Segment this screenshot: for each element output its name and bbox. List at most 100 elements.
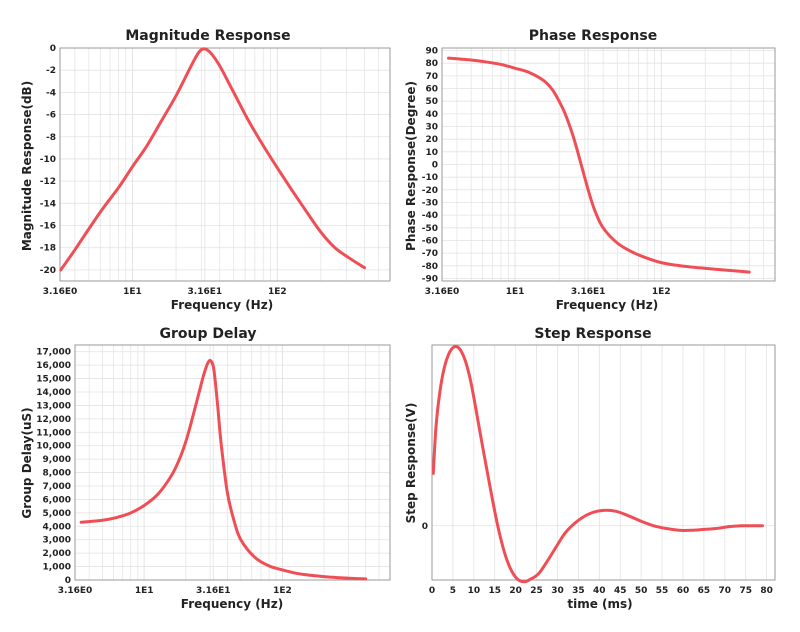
y-tick-label: 50 (425, 97, 438, 107)
y-tick-label: -10 (422, 173, 438, 183)
data-point (473, 396, 475, 398)
data-point (102, 207, 104, 209)
data-point (178, 458, 180, 460)
step-series-line (431, 345, 764, 584)
step-chart-title: Step Response (534, 326, 651, 342)
y-tick-label: 11,000 (36, 428, 71, 438)
data-point (540, 570, 542, 572)
data-point (60, 269, 62, 271)
y-tick-label: -10 (40, 155, 56, 165)
x-tick-label: 3.16E0 (43, 287, 78, 297)
data-point (556, 544, 558, 546)
data-point (678, 529, 680, 531)
group-delay-series-line (79, 358, 368, 581)
x-tick-label: 80 (760, 586, 773, 596)
data-point (276, 167, 278, 169)
data-point (247, 119, 249, 121)
data-point (253, 556, 255, 558)
data-point (481, 443, 483, 445)
data-point (675, 264, 677, 266)
y-tick-label: 15,000 (36, 375, 71, 385)
data-point (460, 350, 462, 352)
data-point (514, 67, 516, 69)
y-tick-label: -6 (46, 111, 56, 121)
data-point (218, 65, 220, 67)
data-point (323, 575, 325, 577)
magnitude-plot-area (59, 47, 391, 282)
y-tick-label: 0 (50, 44, 56, 54)
data-point (660, 261, 662, 263)
x-tick-label: 3.16E1 (571, 287, 606, 297)
data-point (652, 525, 654, 527)
x-tick-label: 50 (635, 586, 648, 596)
y-tick-label: -4 (46, 88, 56, 98)
data-point (452, 347, 454, 349)
y-tick-label: 10,000 (36, 442, 71, 452)
x-tick-label: 65 (698, 586, 711, 596)
magnitude-y-axis-label: Magnitude Response(dB) (20, 81, 34, 251)
data-point (615, 510, 617, 512)
y-tick-label: -80 (422, 262, 438, 272)
y-tick-label: -20 (422, 186, 438, 196)
data-point (535, 574, 537, 576)
x-tick-label: 0 (429, 586, 435, 596)
data-point (334, 247, 336, 249)
phase-response-chart: Phase Response Frequency (Hz) Phase Resp… (404, 28, 776, 312)
y-tick-label: -16 (40, 222, 56, 232)
data-point (115, 516, 117, 518)
phase-series-line (446, 56, 751, 274)
data-point (543, 80, 545, 82)
y-tick-label: -2 (46, 66, 56, 76)
phase-y-axis-label: Phase Response(Degree) (404, 81, 418, 251)
data-point (640, 520, 642, 522)
magnitude-response-chart: Magnitude Response Frequency (Hz) Magnit… (20, 28, 391, 312)
data-point (740, 525, 742, 527)
x-tick-label: 45 (614, 586, 627, 596)
data-point (198, 391, 200, 393)
magnitude-x-axis-label: Frequency (Hz) (171, 298, 273, 312)
x-tick-label: 1E2 (273, 586, 292, 596)
data-point (268, 565, 270, 567)
y-tick-label: 0 (422, 522, 428, 532)
x-tick-label: 1E2 (268, 287, 287, 297)
data-point (718, 268, 720, 270)
data-point (551, 89, 553, 91)
data-point (210, 52, 212, 54)
x-tick-label: 60 (677, 586, 690, 596)
data-point (498, 530, 500, 532)
x-tick-label: 70 (719, 586, 732, 596)
data-point (320, 231, 322, 233)
y-tick-label: 4,000 (43, 522, 71, 532)
x-tick-label: 15 (488, 586, 501, 596)
y-tick-label: 70 (425, 72, 438, 82)
data-point (220, 442, 222, 444)
data-point (616, 242, 618, 244)
data-point (761, 525, 763, 527)
data-point (593, 209, 595, 211)
y-tick-label: 0 (432, 161, 438, 171)
data-point (309, 574, 311, 576)
data-point (216, 404, 218, 406)
y-tick-label: 2,000 (43, 549, 71, 559)
data-point (748, 271, 750, 273)
data-point (464, 360, 466, 362)
step-response-chart: Step Response time (ms) Step Response(V)… (404, 326, 776, 611)
data-point (196, 53, 198, 55)
x-tick-label: 3.16E1 (196, 586, 231, 596)
data-point (704, 267, 706, 269)
y-tick-label: -20 (40, 266, 56, 276)
data-point (500, 63, 502, 65)
data-point (146, 144, 148, 146)
data-point (665, 527, 667, 529)
data-point (157, 493, 159, 495)
data-point (577, 519, 579, 521)
phase-chart-title: Phase Response (529, 28, 657, 44)
x-tick-label: 25 (530, 586, 543, 596)
data-point (523, 581, 525, 583)
data-point (213, 369, 215, 371)
data-point (435, 423, 437, 425)
x-tick-label: 40 (593, 586, 606, 596)
data-point (432, 472, 434, 474)
data-point (646, 257, 648, 259)
